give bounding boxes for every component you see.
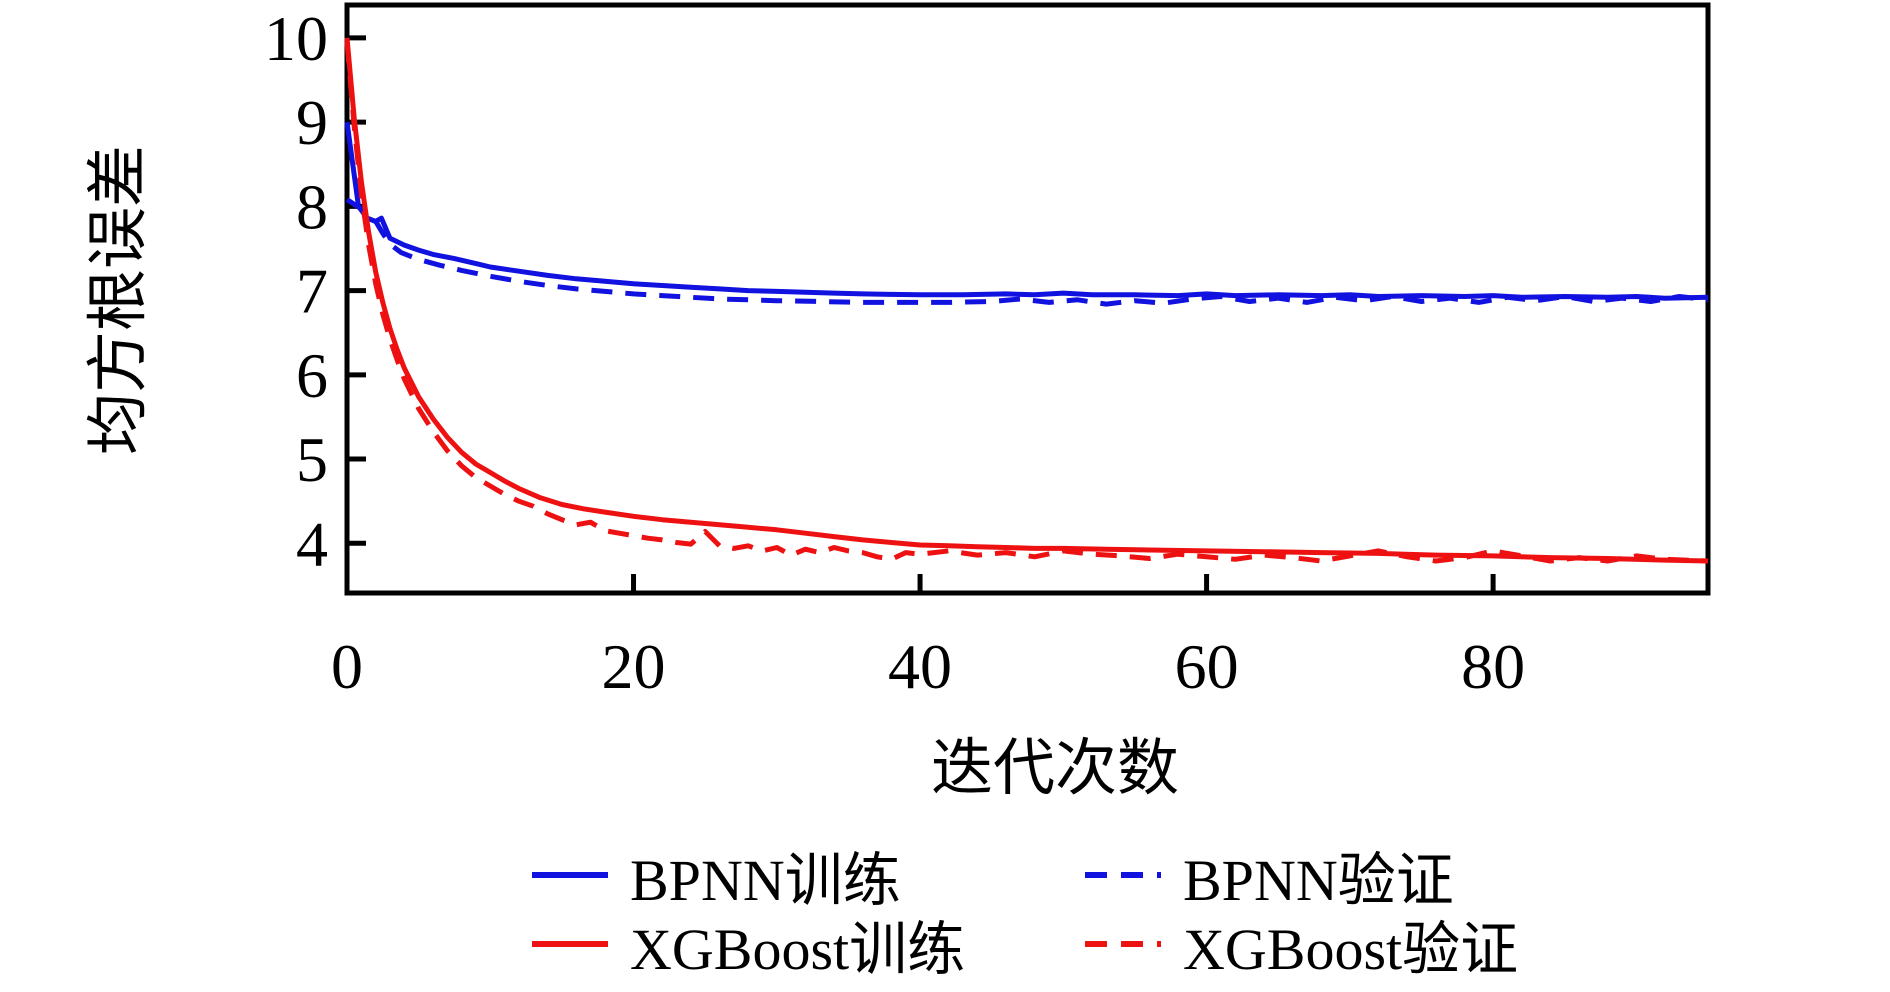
- series-line-0: [344, 121, 1709, 301]
- y-axis-title: 均方根误差: [85, 144, 153, 456]
- legend-label: BPNN验证: [1183, 847, 1454, 913]
- series-line-2: [344, 37, 1709, 564]
- legend: BPNN训练 BPNN验证 XGBoost训练 XGBoost验证: [532, 840, 1518, 982]
- y-tick-label: 8: [296, 171, 328, 242]
- legend-swatch-dashed-line: [1085, 871, 1161, 878]
- legend-swatch-dashed-line: [1085, 940, 1161, 947]
- y-tick-label: 5: [296, 424, 328, 495]
- x-tick-label: 0: [331, 631, 363, 702]
- y-tick-label: 4: [296, 508, 328, 579]
- legend-item-1: BPNN验证: [1085, 833, 1518, 917]
- legend-item-3: XGBoost验证: [1085, 902, 1518, 986]
- y-tick-label: 7: [296, 256, 328, 327]
- legend-swatch-solid-line: [532, 871, 608, 878]
- x-tick-label: 60: [1175, 631, 1239, 702]
- y-tick-label: 10: [264, 3, 328, 74]
- x-tick-label: 40: [888, 631, 952, 702]
- legend-label: XGBoost训练: [630, 916, 966, 982]
- y-tick-label: 9: [296, 87, 328, 158]
- x-axis-title: 迭代次数: [930, 735, 1180, 803]
- legend-item-2: XGBoost训练: [532, 902, 1085, 986]
- x-tick-label: 80: [1461, 631, 1525, 702]
- legend-swatch-solid-line: [532, 940, 608, 947]
- legend-item-0: BPNN训练: [532, 833, 1085, 917]
- series-line-3: [344, 41, 1709, 564]
- legend-label: BPNN训练: [630, 847, 901, 913]
- legend-label: XGBoost验证: [1183, 916, 1519, 982]
- y-tick-label: 6: [296, 340, 328, 411]
- x-tick-label: 20: [602, 631, 666, 702]
- series-line-1: [345, 197, 1709, 307]
- axes-frame: [344, 2, 1711, 596]
